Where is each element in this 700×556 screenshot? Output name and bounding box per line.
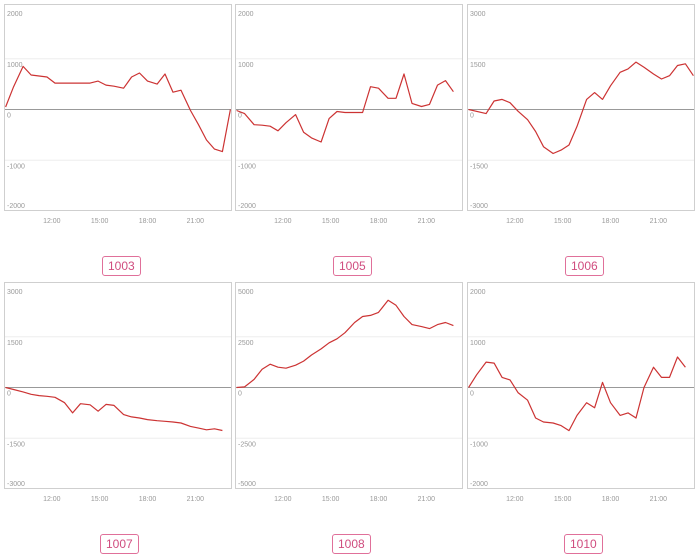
x-tick-label: 21:00 — [187, 218, 205, 225]
y-tick-label: 1500 — [7, 340, 23, 347]
y-tick-label: 1000 — [470, 340, 486, 347]
x-tick-label: 18:00 — [139, 496, 157, 503]
x-tick-label: 15:00 — [91, 496, 109, 503]
chart-label-1006[interactable]: 1006 — [565, 256, 604, 276]
y-tick-label: -3000 — [470, 203, 488, 210]
series-line — [5, 386, 223, 432]
chart-label-1008[interactable]: 1008 — [332, 534, 371, 554]
y-tick-label: 2000 — [238, 11, 254, 18]
y-tick-label: 0 — [238, 391, 242, 398]
x-tick-label: 21:00 — [650, 496, 668, 503]
y-tick-label: -3000 — [7, 481, 25, 488]
x-tick-label: 21:00 — [418, 218, 436, 225]
x-tick-label: 15:00 — [322, 218, 340, 225]
x-tick-label: 18:00 — [370, 496, 388, 503]
x-tick-label: 18:00 — [602, 218, 620, 225]
plot-frame — [235, 4, 463, 211]
y-tick-label: -1000 — [470, 441, 488, 448]
y-tick-label: -2000 — [7, 203, 25, 210]
x-tick-label: 21:00 — [418, 496, 436, 503]
x-tick-label: 12:00 — [506, 218, 524, 225]
y-tick-label: -2000 — [238, 203, 256, 210]
chart-panel-1008: 5000 2500 0 -2500 -5000 12:00 15:00 18:00 21:00 — [235, 282, 463, 503]
x-tick-label: 18:00 — [370, 218, 388, 225]
y-tick-label: 3000 — [470, 11, 486, 18]
series-line — [468, 356, 686, 432]
chart-panel-1005: 2000 1000 0 -1000 -2000 12:00 15:00 18:00 21:00 — [235, 4, 463, 225]
y-tick-label: -2500 — [238, 441, 256, 448]
chart-label-1007[interactable]: 1007 — [100, 534, 139, 554]
x-tick-label: 12:00 — [43, 496, 61, 503]
chart-panel-1010: 2000 1000 0 -1000 -2000 12:00 15:00 18:00 21:00 — [467, 282, 695, 503]
y-tick-label: 1500 — [470, 62, 486, 69]
chart-label-1003[interactable]: 1003 — [102, 256, 141, 276]
y-tick-label: 3000 — [7, 289, 23, 296]
x-tick-label: 15:00 — [322, 496, 340, 503]
y-tick-label: 2500 — [238, 340, 254, 347]
chart-label-1005[interactable]: 1005 — [333, 256, 372, 276]
chart-panel-1007: 3000 1500 0 -1500 -3000 12:00 15:00 18:00 21:00 — [4, 282, 232, 503]
y-tick-label: -1500 — [7, 441, 25, 448]
y-tick-label: -1000 — [7, 163, 25, 170]
plot-frame — [467, 4, 695, 211]
series-line — [468, 61, 694, 155]
series-line — [5, 65, 231, 153]
plot-frame — [4, 282, 232, 489]
y-tick-label: 2000 — [7, 11, 23, 18]
y-tick-label: 0 — [470, 391, 474, 398]
y-tick-label: -5000 — [238, 481, 256, 488]
x-tick-label: 12:00 — [274, 218, 292, 225]
chart-svg-1007: 3000 1500 0 -1500 -3000 12:00 15:00 18:00 21:00 — [4, 282, 232, 503]
chart-panel-1003: 2000 1000 0 -1000 -2000 12:00 15:00 18:00 21:00 — [4, 4, 232, 225]
series-line — [236, 299, 454, 389]
y-tick-label: 5000 — [238, 289, 254, 296]
y-tick-label: -1000 — [238, 163, 256, 170]
y-tick-label: 0 — [7, 113, 11, 120]
y-tick-label: 0 — [7, 391, 11, 398]
x-tick-label: 18:00 — [602, 496, 620, 503]
x-tick-label: 18:00 — [139, 218, 157, 225]
chart-panel-1006: 3000 1500 0 -1500 -3000 12:00 15:00 18:00 21:00 — [467, 4, 695, 225]
x-tick-label: 12:00 — [43, 218, 61, 225]
chart-svg-1003: 2000 1000 0 -1000 -2000 12:00 15:00 18:00 21:00 — [4, 4, 232, 225]
x-tick-label: 12:00 — [274, 496, 292, 503]
x-tick-label: 15:00 — [554, 218, 572, 225]
y-tick-label: 1000 — [7, 62, 23, 69]
x-tick-label: 21:00 — [187, 496, 205, 503]
x-tick-label: 12:00 — [506, 496, 524, 503]
plot-frame — [467, 282, 695, 489]
x-tick-label: 15:00 — [91, 218, 109, 225]
y-tick-label: 2000 — [470, 289, 486, 296]
y-tick-label: -2000 — [470, 481, 488, 488]
x-tick-label: 15:00 — [554, 496, 572, 503]
x-tick-label: 21:00 — [650, 218, 668, 225]
y-tick-label: -1500 — [470, 163, 488, 170]
series-line — [236, 73, 454, 143]
y-tick-label: 0 — [470, 113, 474, 120]
chart-label-1010[interactable]: 1010 — [564, 534, 603, 554]
plot-frame — [235, 282, 463, 489]
plot-frame — [4, 4, 232, 211]
y-tick-label: 1000 — [238, 62, 254, 69]
chart-svg-1005: 2000 1000 0 -1000 -2000 12:00 15:00 18:00 21:00 — [235, 4, 463, 225]
y-tick-label: 0 — [238, 113, 242, 120]
chart-svg-1006: 3000 1500 0 -1500 -3000 12:00 15:00 18:00 21:00 — [467, 4, 695, 225]
chart-svg-1010: 2000 1000 0 -1000 -2000 12:00 15:00 18:00 21:00 — [467, 282, 695, 503]
chart-svg-1008: 5000 2500 0 -2500 -5000 12:00 15:00 18:00 21:00 — [235, 282, 463, 503]
